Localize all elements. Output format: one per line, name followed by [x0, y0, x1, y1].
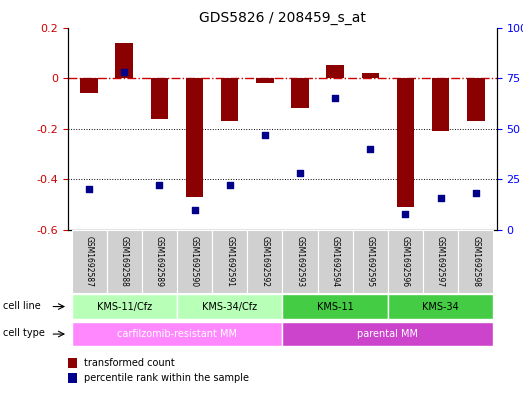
Point — [85, 186, 93, 193]
Text: KMS-34: KMS-34 — [422, 301, 459, 312]
Bar — [361, 73, 379, 78]
Point — [436, 195, 445, 201]
Text: GSM1692593: GSM1692593 — [295, 236, 304, 287]
Point — [155, 182, 164, 189]
Bar — [177, 230, 212, 293]
Bar — [423, 230, 458, 293]
Text: cell line: cell line — [3, 301, 40, 311]
Bar — [68, 373, 77, 383]
Point — [472, 190, 480, 196]
Point — [401, 211, 410, 217]
Text: GSM1692594: GSM1692594 — [331, 236, 339, 287]
Bar — [388, 230, 423, 293]
Bar — [458, 230, 493, 293]
Point — [296, 170, 304, 176]
Bar — [116, 43, 133, 78]
Text: transformed count: transformed count — [84, 358, 175, 368]
Text: KMS-11/Cfz: KMS-11/Cfz — [97, 301, 152, 312]
Bar — [81, 78, 98, 93]
Bar — [151, 78, 168, 119]
Point — [366, 146, 374, 152]
Point — [225, 182, 234, 189]
Text: GSM1692587: GSM1692587 — [85, 236, 94, 287]
Text: KMS-11: KMS-11 — [317, 301, 354, 312]
Bar — [142, 230, 177, 293]
Bar — [282, 294, 388, 319]
Bar — [396, 78, 414, 207]
Text: GSM1692592: GSM1692592 — [260, 236, 269, 287]
Point — [331, 95, 339, 101]
Text: GSM1692598: GSM1692598 — [471, 236, 480, 287]
Text: carfilzomib-resistant MM: carfilzomib-resistant MM — [117, 329, 237, 339]
Bar — [212, 230, 247, 293]
Point — [260, 132, 269, 138]
Bar — [282, 321, 493, 347]
Bar — [282, 230, 317, 293]
Bar — [247, 230, 282, 293]
Text: GSM1692596: GSM1692596 — [401, 236, 410, 287]
Title: GDS5826 / 208459_s_at: GDS5826 / 208459_s_at — [199, 11, 366, 25]
Bar — [326, 66, 344, 78]
Bar — [221, 78, 238, 121]
Text: GSM1692597: GSM1692597 — [436, 236, 445, 287]
Text: parental MM: parental MM — [357, 329, 418, 339]
Point — [120, 69, 129, 75]
Text: cell type: cell type — [3, 328, 44, 338]
Bar — [72, 294, 177, 319]
Text: percentile rank within the sample: percentile rank within the sample — [84, 373, 249, 383]
Point — [190, 206, 199, 213]
Bar — [177, 294, 282, 319]
Bar — [317, 230, 353, 293]
Text: GSM1692589: GSM1692589 — [155, 236, 164, 287]
Text: GSM1692590: GSM1692590 — [190, 236, 199, 287]
Bar — [107, 230, 142, 293]
Text: GSM1692591: GSM1692591 — [225, 236, 234, 287]
Bar — [353, 230, 388, 293]
Bar — [388, 294, 493, 319]
Bar — [72, 321, 282, 347]
Bar — [72, 230, 107, 293]
Bar — [186, 78, 203, 197]
Text: GSM1692595: GSM1692595 — [366, 236, 375, 287]
Bar — [432, 78, 449, 131]
Bar — [467, 78, 484, 121]
Bar — [256, 78, 274, 83]
Text: KMS-34/Cfz: KMS-34/Cfz — [202, 301, 257, 312]
Text: GSM1692588: GSM1692588 — [120, 236, 129, 287]
Bar — [68, 358, 77, 368]
Bar — [291, 78, 309, 108]
